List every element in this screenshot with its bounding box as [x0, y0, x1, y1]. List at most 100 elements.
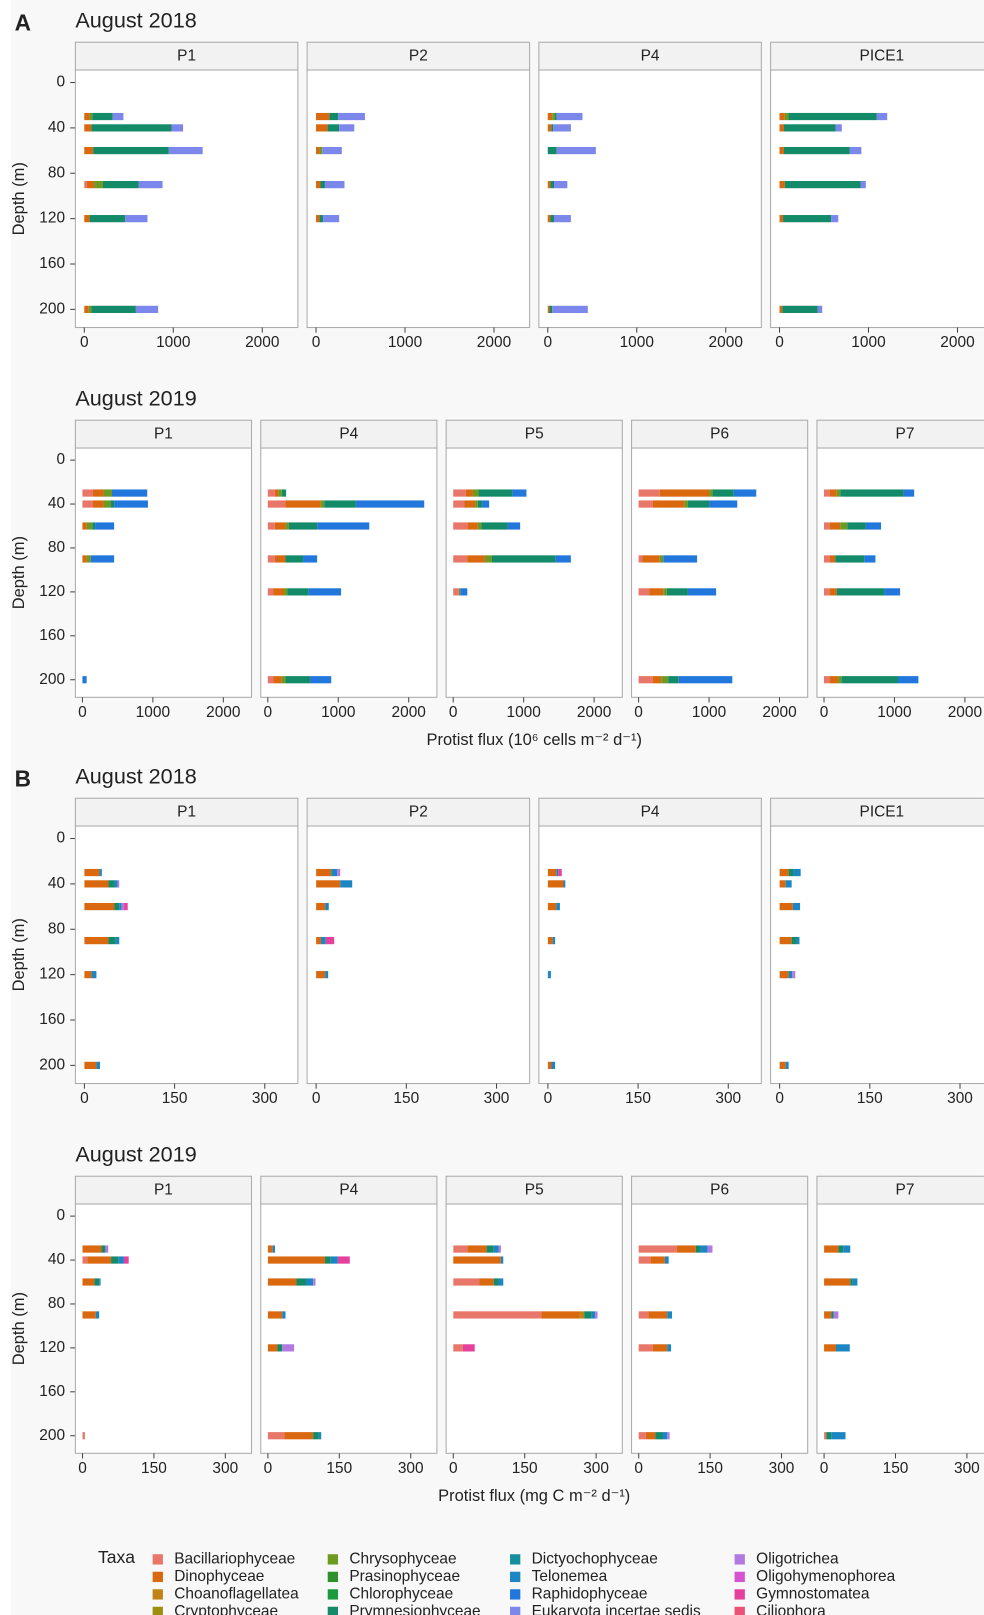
- bar-segment: [337, 868, 341, 877]
- strip: [74, 797, 299, 827]
- bar-segment: [652, 500, 685, 508]
- bar-segment: [316, 971, 326, 979]
- x-tick-label: 0: [820, 704, 829, 721]
- chart-title: August 2018: [75, 7, 196, 32]
- bar-segment: [331, 868, 338, 877]
- bar-segment: [709, 489, 713, 497]
- x-tick-label: 300: [484, 1090, 510, 1107]
- x-tick-label: 1000: [692, 704, 726, 721]
- bar-segment: [285, 676, 311, 684]
- bar-segment: [274, 555, 286, 563]
- bar-segment: [831, 215, 839, 223]
- bar-segment: [453, 555, 468, 563]
- bar-segment: [323, 215, 340, 223]
- bar-segment: [316, 124, 328, 132]
- bar-segment: [481, 522, 508, 530]
- legend-label: Cryptophyceae: [174, 1603, 278, 1615]
- x-tick-label: 1000: [620, 334, 654, 351]
- y-tick-label: 200: [39, 300, 65, 317]
- bar-segment: [123, 1256, 129, 1264]
- bar-segment: [453, 588, 459, 596]
- bar-segment: [267, 500, 286, 508]
- bar-segment: [840, 522, 848, 530]
- bar-segment: [826, 1432, 832, 1440]
- bar-segment: [779, 124, 784, 132]
- bar-segment: [464, 500, 476, 508]
- y-tick-label: 80: [48, 920, 65, 937]
- bar-segment: [860, 181, 866, 189]
- bar-segment: [659, 489, 710, 497]
- bar-segment: [817, 305, 823, 313]
- x-tick-label: 2000: [762, 704, 796, 721]
- bar-segment: [138, 181, 163, 189]
- bar-segment: [84, 1061, 97, 1069]
- y-tick-label: 0: [56, 830, 65, 847]
- strip: [306, 797, 531, 827]
- x-axis-label: Protist flux (10⁶ cells m⁻² d⁻¹): [427, 731, 642, 749]
- x-tick-label: 1000: [506, 704, 540, 721]
- bar-segment: [552, 937, 556, 945]
- y-tick-label: 80: [48, 1295, 65, 1312]
- facet-label: P2: [409, 804, 428, 821]
- bar-segment: [317, 522, 370, 530]
- x-tick-label: 0: [449, 704, 458, 721]
- bar-segment: [667, 1344, 672, 1352]
- bar-segment: [864, 555, 876, 563]
- legend-swatch: [510, 1554, 521, 1565]
- bar-segment: [547, 902, 557, 911]
- facet-label: P5: [525, 426, 544, 443]
- y-tick-label: 80: [48, 539, 65, 556]
- x-tick-label: 1000: [851, 334, 885, 351]
- x-tick-label: 2000: [245, 334, 279, 351]
- bar-segment: [550, 181, 554, 189]
- bar-segment: [267, 1278, 297, 1286]
- bar-segment: [92, 489, 104, 497]
- bar-segment: [666, 588, 688, 596]
- legend-label: Oligohymenophorea: [756, 1568, 895, 1585]
- bar-segment: [94, 1278, 100, 1286]
- x-tick-label: 0: [544, 1090, 553, 1107]
- bar-segment: [829, 522, 841, 530]
- panel: [631, 1203, 809, 1454]
- bar-segment: [316, 181, 321, 189]
- bar-segment: [782, 305, 818, 313]
- bar-segment: [791, 937, 797, 945]
- bar-segment: [82, 1256, 88, 1264]
- bar-segment: [779, 902, 793, 911]
- bar-segment: [779, 971, 789, 979]
- bar-segment: [847, 522, 866, 530]
- bar-segment: [96, 1061, 101, 1069]
- bar-segment: [824, 676, 830, 684]
- bar-segment: [285, 500, 321, 508]
- y-axis-label: Depth (m): [10, 1292, 28, 1365]
- bar-segment: [652, 676, 662, 684]
- x-tick-label: 0: [80, 1090, 89, 1107]
- x-tick-label: 0: [543, 334, 552, 351]
- bar-segment: [453, 500, 465, 508]
- x-axis-label: Protist flux (mg C m⁻² d⁻¹): [438, 1487, 630, 1505]
- bar-segment: [277, 1344, 283, 1352]
- panel: [538, 825, 762, 1085]
- bar-segment: [453, 1311, 542, 1319]
- y-axis-label: Depth (m): [10, 162, 28, 235]
- x-tick-label: 150: [857, 1090, 883, 1107]
- bar-segment: [82, 1278, 95, 1286]
- bar-segment: [783, 124, 836, 132]
- y-tick-label: 0: [56, 1207, 65, 1224]
- bar-segment: [824, 1245, 839, 1253]
- bar-segment: [115, 937, 120, 945]
- bar-segment: [316, 902, 326, 911]
- bar-segment: [638, 1311, 649, 1319]
- bar-segment: [783, 146, 850, 155]
- bar-segment: [785, 880, 792, 888]
- y-tick-label: 40: [48, 875, 65, 892]
- panel: [816, 447, 984, 698]
- bar-segment: [836, 489, 841, 497]
- bar-segment: [318, 1432, 322, 1440]
- bar-segment: [274, 522, 286, 530]
- bar-segment: [477, 522, 482, 530]
- bar-segment: [788, 971, 793, 979]
- legend-swatch: [510, 1589, 521, 1600]
- legend-label: Choanoflagellatea: [174, 1585, 299, 1602]
- bar-segment: [320, 500, 325, 508]
